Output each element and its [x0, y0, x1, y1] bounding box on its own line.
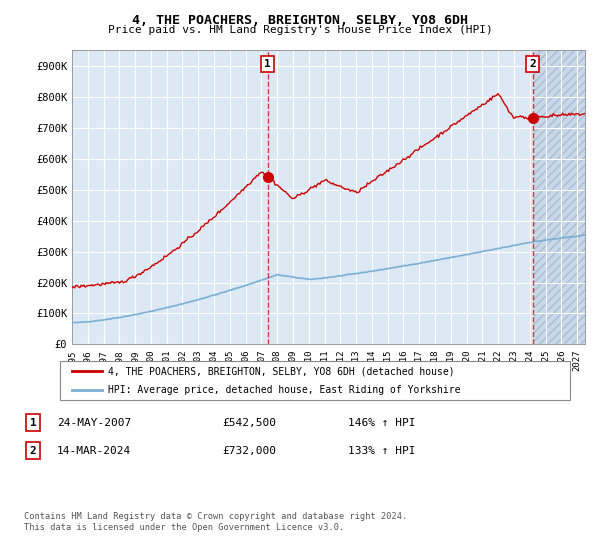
Text: Price paid vs. HM Land Registry's House Price Index (HPI): Price paid vs. HM Land Registry's House … — [107, 25, 493, 35]
Text: 4, THE POACHERS, BREIGHTON, SELBY, YO8 6DH (detached house): 4, THE POACHERS, BREIGHTON, SELBY, YO8 6… — [108, 366, 455, 376]
Text: Contains HM Land Registry data © Crown copyright and database right 2024.
This d: Contains HM Land Registry data © Crown c… — [24, 512, 407, 532]
Text: 2: 2 — [29, 446, 37, 456]
Text: 4, THE POACHERS, BREIGHTON, SELBY, YO8 6DH: 4, THE POACHERS, BREIGHTON, SELBY, YO8 6… — [132, 14, 468, 27]
Text: £542,500: £542,500 — [222, 418, 276, 428]
Text: 146% ↑ HPI: 146% ↑ HPI — [348, 418, 415, 428]
Text: 24-MAY-2007: 24-MAY-2007 — [57, 418, 131, 428]
Text: 2: 2 — [530, 59, 536, 69]
Text: 14-MAR-2024: 14-MAR-2024 — [57, 446, 131, 456]
Text: HPI: Average price, detached house, East Riding of Yorkshire: HPI: Average price, detached house, East… — [108, 385, 461, 395]
Bar — [533, 50, 585, 344]
Bar — [533, 50, 585, 344]
Text: 133% ↑ HPI: 133% ↑ HPI — [348, 446, 415, 456]
Text: £732,000: £732,000 — [222, 446, 276, 456]
Text: 1: 1 — [264, 59, 271, 69]
Text: 1: 1 — [29, 418, 37, 428]
